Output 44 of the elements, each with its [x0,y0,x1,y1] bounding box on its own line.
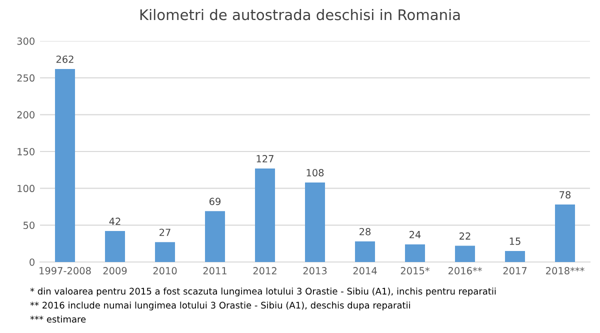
bar [205,211,225,262]
data-label: 42 [109,218,120,225]
y-tick-label: 200 [17,111,34,118]
data-label: 22 [460,232,470,240]
text: ** 2016 include numai lungimea lotului 3 Orastie - Sibiu (A1), deschis dupa reparatii [30,302,410,310]
bar [455,246,475,262]
x-tick-label: 2010 [153,267,177,274]
x-tick-label: 2012 [253,267,276,274]
y-tick-label: 250 [17,74,34,82]
bar [105,231,125,262]
y-tick-label: 50 [24,222,34,229]
x-tick-label: 2017 [503,267,527,274]
data-label: 127 [256,155,274,162]
x-tick-label: 2011 [203,267,226,274]
data-label: 27 [160,228,170,236]
bar [55,68,75,262]
bar [505,250,525,262]
y-tick-label: 150 [18,148,34,156]
bar [155,242,175,262]
data-label: 262 [56,56,74,63]
x-tick-label: 2009 [103,267,127,274]
bar [405,244,425,262]
y-tick-label: 0 [30,258,34,266]
bar [305,182,325,262]
bar [255,168,275,262]
data-label: 28 [360,228,371,236]
data-label: 78 [560,191,571,198]
x-tick-label: 2014 [353,267,377,274]
x-tick-label: 2018*** [546,267,584,274]
chart-title: Kilometri de autostrada deschisi in Romania [140,8,460,20]
data-label: 15 [510,238,520,245]
text: * din valoarea pentru 2015 a fost scazuta lungimea lotului 3 Orastie - Sibiu (A1), inchis pentru reparatii [30,288,496,296]
x-tick-label: 2013 [303,267,327,274]
x-tick-label: 1997-2008 [40,267,91,274]
data-label: 69 [209,198,220,206]
y-tick-label: 300 [17,37,34,45]
data-label: 108 [306,169,324,176]
bar [555,204,575,262]
bar [355,241,375,262]
data-label: 24 [410,230,421,238]
x-tick-label: 2015* [400,267,430,274]
text: *** estimare [30,316,86,323]
x-tick-label: 2016** [448,267,482,274]
y-tick-label: 100 [18,184,34,192]
